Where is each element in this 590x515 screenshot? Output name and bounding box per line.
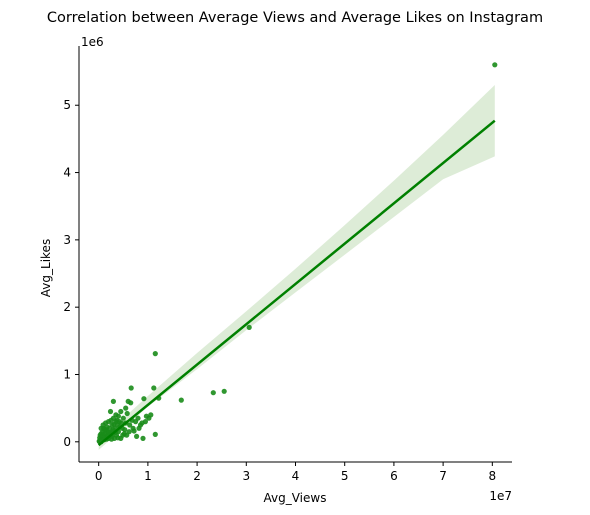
- y-tick-label: 0: [63, 435, 71, 449]
- data-point: [102, 427, 108, 433]
- y-axis-label: Avg_Likes: [39, 239, 53, 297]
- data-point: [123, 405, 129, 411]
- data-point: [151, 385, 157, 391]
- data-point: [152, 351, 158, 357]
- x-offset-label: 1e7: [489, 489, 512, 503]
- x-tick-label: 5: [341, 469, 349, 483]
- y-tick-label: 2: [63, 300, 71, 314]
- y-offset-label: 1e6: [81, 35, 104, 49]
- x-tick-label: 2: [193, 469, 201, 483]
- plot-area: [96, 62, 498, 450]
- x-tick-label: 8: [488, 469, 496, 483]
- data-point: [120, 432, 126, 438]
- data-point: [178, 397, 184, 403]
- data-point: [120, 415, 126, 421]
- y-tick-label: 4: [63, 166, 71, 180]
- data-point: [139, 420, 145, 426]
- data-point: [111, 421, 117, 427]
- data-point: [122, 427, 128, 433]
- data-point: [106, 429, 112, 435]
- data-point: [113, 412, 119, 418]
- data-point: [128, 385, 134, 391]
- chart-title: Correlation between Average Views and Av…: [47, 10, 543, 26]
- data-point: [131, 428, 137, 434]
- confidence-band: [98, 85, 495, 450]
- data-point: [152, 431, 158, 437]
- data-point: [125, 398, 131, 404]
- y-tick-label: 1: [63, 367, 71, 381]
- y-tick-label: 5: [63, 98, 71, 112]
- data-point: [143, 413, 149, 419]
- x-axis-label: Avg_Views: [264, 491, 327, 505]
- data-point: [108, 417, 114, 423]
- data-point: [114, 417, 120, 423]
- x-tick-label: 1: [144, 469, 152, 483]
- data-point: [103, 420, 109, 426]
- data-point: [221, 388, 227, 394]
- data-point: [110, 398, 116, 404]
- regression-line: [97, 119, 496, 447]
- y-tick-label: 3: [63, 233, 71, 247]
- data-point: [124, 432, 130, 438]
- data-point: [97, 432, 103, 438]
- data-point: [246, 324, 252, 330]
- data-point: [210, 390, 216, 396]
- data-point: [136, 425, 142, 431]
- x-tick-label: 7: [439, 469, 447, 483]
- x-tick-label: 6: [390, 469, 398, 483]
- data-point: [118, 408, 124, 415]
- data-point: [127, 422, 133, 428]
- data-point: [492, 62, 498, 68]
- data-point: [107, 408, 114, 415]
- data-point: [134, 433, 140, 439]
- axes: 0 1 2 3 4 5 6 7 8 0 1 2 3 4 5: [63, 46, 512, 483]
- x-tick-label: 4: [292, 469, 300, 483]
- data-point: [141, 396, 147, 402]
- x-tick-label: 0: [95, 469, 103, 483]
- data-point: [140, 435, 146, 441]
- data-point: [115, 435, 121, 441]
- x-tick-label: 3: [242, 469, 250, 483]
- data-point: [124, 410, 130, 417]
